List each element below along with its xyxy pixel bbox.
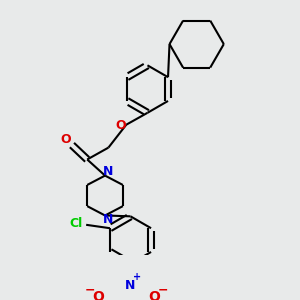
Text: O: O <box>61 134 71 146</box>
Text: N: N <box>103 165 114 178</box>
Text: N: N <box>103 213 114 226</box>
Text: O: O <box>148 290 160 300</box>
Text: O: O <box>116 119 127 132</box>
Text: −: − <box>158 284 168 297</box>
Text: N: N <box>125 278 136 292</box>
Text: −: − <box>85 284 95 297</box>
Text: +: + <box>133 272 141 282</box>
Text: O: O <box>92 290 104 300</box>
Text: Cl: Cl <box>69 217 82 230</box>
